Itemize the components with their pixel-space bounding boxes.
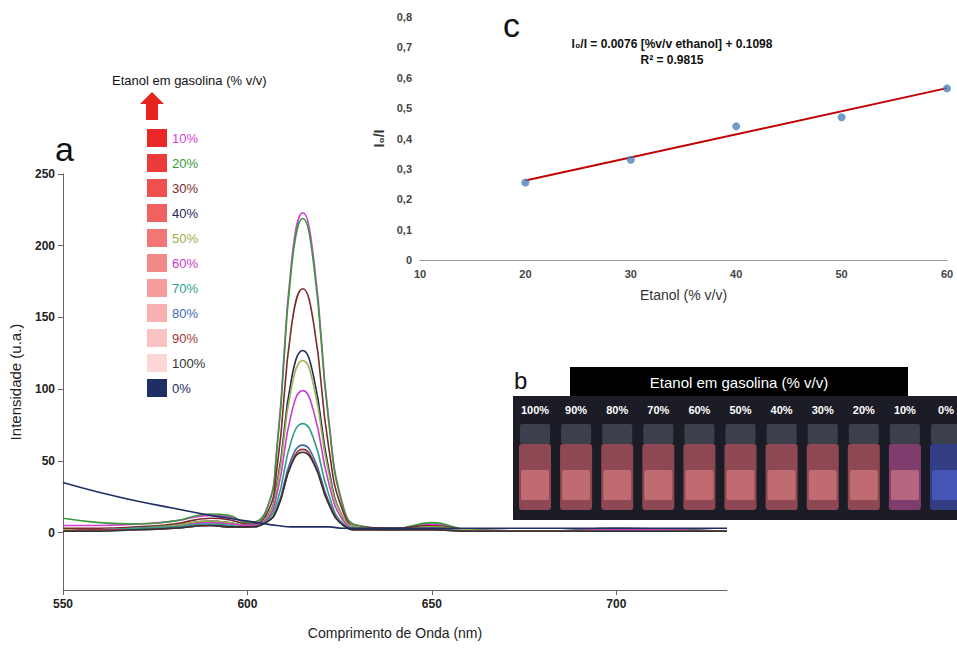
- svg-text:60%: 60%: [688, 404, 710, 416]
- svg-text:0,6: 0,6: [397, 72, 412, 84]
- svg-text:I₀/I = 0.0076 [%v/v ethanol] +: I₀/I = 0.0076 [%v/v ethanol] + 0.1098: [572, 37, 773, 51]
- svg-text:10: 10: [414, 268, 426, 280]
- svg-text:0: 0: [48, 526, 55, 540]
- svg-text:Intensidade (u.a.): Intensidade (u.a.): [7, 324, 24, 441]
- svg-text:700: 700: [606, 597, 626, 611]
- svg-text:50%: 50%: [729, 404, 751, 416]
- svg-text:b: b: [514, 367, 527, 394]
- svg-text:10%: 10%: [894, 404, 916, 416]
- svg-text:30: 30: [625, 268, 637, 280]
- svg-text:150: 150: [35, 310, 55, 324]
- svg-text:0%: 0%: [938, 404, 954, 416]
- svg-text:70%: 70%: [647, 404, 669, 416]
- svg-text:100%: 100%: [172, 356, 206, 371]
- svg-text:20%: 20%: [172, 156, 198, 171]
- svg-text:50: 50: [835, 268, 847, 280]
- svg-text:20: 20: [519, 268, 531, 280]
- svg-text:0,7: 0,7: [397, 41, 412, 53]
- svg-text:250: 250: [35, 167, 55, 181]
- svg-text:0,4: 0,4: [397, 133, 413, 145]
- svg-text:90%: 90%: [565, 404, 587, 416]
- svg-text:40%: 40%: [172, 206, 198, 221]
- svg-text:50%: 50%: [172, 231, 198, 246]
- svg-text:60: 60: [941, 268, 953, 280]
- svg-text:Etanol em gasolina (% v/v): Etanol em gasolina (% v/v): [650, 374, 828, 391]
- svg-text:550: 550: [53, 597, 73, 611]
- svg-text:I₀/I: I₀/I: [371, 130, 387, 148]
- svg-text:100: 100: [35, 382, 55, 396]
- svg-text:40: 40: [730, 268, 742, 280]
- svg-text:60%: 60%: [172, 256, 198, 271]
- svg-text:0,2: 0,2: [397, 193, 412, 205]
- svg-text:90%: 90%: [172, 331, 198, 346]
- svg-text:0,8: 0,8: [397, 11, 412, 23]
- svg-text:Etanol (% v/v): Etanol (% v/v): [640, 287, 727, 303]
- svg-text:0,5: 0,5: [397, 102, 412, 114]
- svg-text:0%: 0%: [172, 381, 191, 396]
- svg-text:R² = 0.9815: R² = 0.9815: [640, 53, 703, 67]
- svg-text:Etanol em gasolina (% v/v): Etanol em gasolina (% v/v): [112, 73, 267, 88]
- svg-text:0,3: 0,3: [397, 163, 412, 175]
- svg-text:30%: 30%: [812, 404, 834, 416]
- svg-text:650: 650: [422, 597, 442, 611]
- svg-text:40%: 40%: [771, 404, 793, 416]
- svg-text:80%: 80%: [606, 404, 628, 416]
- svg-text:10%: 10%: [172, 131, 198, 146]
- svg-text:200: 200: [35, 239, 55, 253]
- svg-text:80%: 80%: [172, 306, 198, 321]
- svg-text:50: 50: [42, 454, 56, 468]
- svg-text:600: 600: [237, 597, 257, 611]
- svg-text:70%: 70%: [172, 281, 198, 296]
- svg-text:30%: 30%: [172, 181, 198, 196]
- svg-text:0,1: 0,1: [397, 224, 412, 236]
- svg-text:Comprimento de Onda (nm): Comprimento de Onda (nm): [308, 625, 482, 641]
- svg-text:100%: 100%: [521, 404, 549, 416]
- svg-text:20%: 20%: [853, 404, 875, 416]
- svg-text:c: c: [503, 6, 520, 44]
- svg-text:a: a: [55, 130, 74, 168]
- svg-text:0: 0: [406, 254, 412, 266]
